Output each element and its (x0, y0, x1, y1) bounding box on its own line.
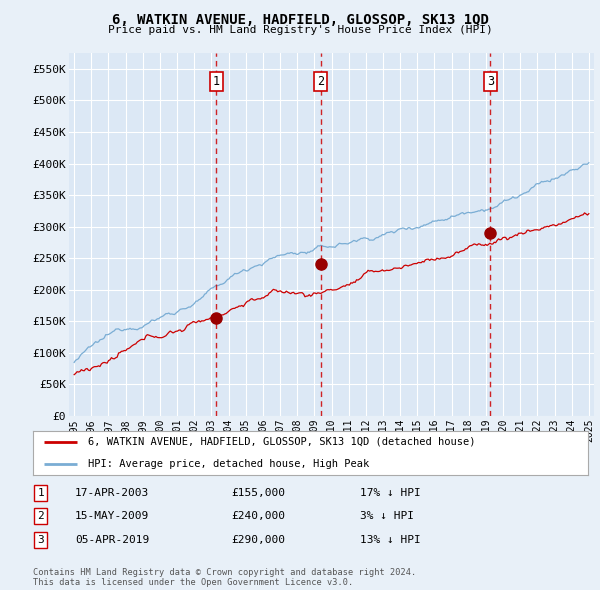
Text: 3: 3 (37, 535, 44, 545)
Text: 2: 2 (317, 75, 324, 88)
Text: 17% ↓ HPI: 17% ↓ HPI (360, 488, 421, 497)
Text: 17-APR-2003: 17-APR-2003 (75, 488, 149, 497)
Text: Price paid vs. HM Land Registry's House Price Index (HPI): Price paid vs. HM Land Registry's House … (107, 25, 493, 35)
Text: £290,000: £290,000 (231, 535, 285, 545)
Text: Contains HM Land Registry data © Crown copyright and database right 2024.: Contains HM Land Registry data © Crown c… (33, 568, 416, 577)
Text: 6, WATKIN AVENUE, HADFIELD, GLOSSOP, SK13 1QD: 6, WATKIN AVENUE, HADFIELD, GLOSSOP, SK1… (112, 13, 488, 27)
Text: 15-MAY-2009: 15-MAY-2009 (75, 512, 149, 521)
Text: This data is licensed under the Open Government Licence v3.0.: This data is licensed under the Open Gov… (33, 578, 353, 587)
Text: 1: 1 (213, 75, 220, 88)
Text: 3% ↓ HPI: 3% ↓ HPI (360, 512, 414, 521)
Text: HPI: Average price, detached house, High Peak: HPI: Average price, detached house, High… (89, 459, 370, 469)
Text: 3: 3 (487, 75, 494, 88)
Text: 13% ↓ HPI: 13% ↓ HPI (360, 535, 421, 545)
Text: £155,000: £155,000 (231, 488, 285, 497)
Text: 2: 2 (37, 512, 44, 521)
Text: 1: 1 (37, 488, 44, 497)
Text: 6, WATKIN AVENUE, HADFIELD, GLOSSOP, SK13 1QD (detached house): 6, WATKIN AVENUE, HADFIELD, GLOSSOP, SK1… (89, 437, 476, 447)
Text: £240,000: £240,000 (231, 512, 285, 521)
Text: 05-APR-2019: 05-APR-2019 (75, 535, 149, 545)
